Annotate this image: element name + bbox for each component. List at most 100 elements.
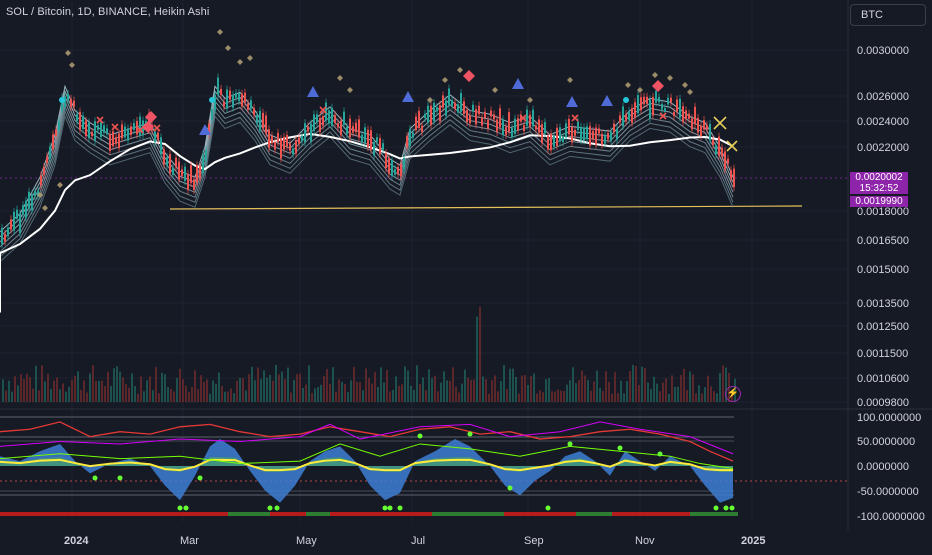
volume-bar bbox=[77, 371, 79, 402]
candle-body bbox=[262, 112, 264, 129]
volume-bar bbox=[170, 388, 172, 402]
status-strip-cell bbox=[564, 512, 570, 516]
status-strip-cell bbox=[168, 512, 174, 516]
volume-bar bbox=[542, 392, 544, 402]
candle-body bbox=[391, 160, 393, 176]
candle-body bbox=[271, 135, 273, 144]
candle-body bbox=[616, 128, 618, 140]
volume-bar bbox=[104, 386, 106, 402]
status-strip-cell bbox=[432, 512, 438, 516]
lightning-icon[interactable]: ⚡ bbox=[725, 386, 741, 402]
pattern-diamond bbox=[347, 87, 353, 93]
candle-body bbox=[496, 119, 498, 132]
volume-bar bbox=[134, 385, 136, 402]
candle-body bbox=[199, 165, 201, 179]
status-strip-cell bbox=[594, 512, 600, 516]
volume-bar bbox=[485, 379, 487, 402]
price-tick-label: 0.0026000 bbox=[857, 91, 909, 103]
candle-body bbox=[526, 109, 528, 126]
volume-bar bbox=[419, 383, 421, 402]
volume-bar bbox=[224, 391, 226, 402]
candle-body bbox=[127, 128, 129, 141]
candle-body bbox=[85, 120, 87, 137]
cross-marker bbox=[111, 123, 119, 131]
volume-bar bbox=[602, 390, 604, 402]
volume-bar bbox=[563, 390, 565, 402]
osc-tick-label: -100.0000000 bbox=[857, 511, 925, 523]
candle-body bbox=[316, 114, 318, 122]
candle-body bbox=[538, 119, 540, 133]
volume-bar bbox=[713, 391, 715, 402]
status-strip-cell bbox=[276, 512, 282, 516]
volume-bar bbox=[185, 385, 187, 402]
volume-bar bbox=[149, 376, 151, 402]
cross-marker bbox=[319, 106, 327, 114]
volume-bar bbox=[113, 368, 115, 402]
pattern-diamond bbox=[237, 59, 243, 65]
candle-body bbox=[403, 157, 405, 170]
candle-body bbox=[478, 105, 480, 115]
pattern-diamond bbox=[57, 182, 63, 188]
volume-bar bbox=[287, 367, 289, 402]
candle-body bbox=[232, 94, 234, 108]
candle-body bbox=[229, 90, 231, 100]
volume-bar bbox=[182, 379, 184, 402]
volume-bar bbox=[254, 380, 256, 402]
candle-body bbox=[124, 126, 126, 138]
candle-body bbox=[37, 190, 39, 197]
status-strip-cell bbox=[222, 512, 228, 516]
volume-bar bbox=[329, 383, 331, 402]
volume-bar bbox=[410, 385, 412, 402]
volume-bar bbox=[725, 367, 727, 402]
volume-bar bbox=[128, 387, 130, 402]
volume-bar bbox=[290, 392, 292, 402]
candle-body bbox=[121, 124, 123, 139]
volume-bar bbox=[167, 387, 169, 402]
volume-bar bbox=[62, 383, 64, 402]
status-strip-cell bbox=[624, 512, 630, 516]
candle-body bbox=[436, 107, 438, 112]
pattern-diamond bbox=[442, 77, 448, 83]
status-strip-cell bbox=[78, 512, 84, 516]
volume-bar bbox=[338, 379, 340, 402]
candle-body bbox=[520, 114, 522, 122]
volume-bar bbox=[653, 376, 655, 402]
signal-dot bbox=[59, 97, 65, 103]
time-tick-label: Nov bbox=[635, 535, 655, 547]
ma-ribbon-line bbox=[0, 114, 734, 263]
volume-bar bbox=[83, 380, 85, 402]
candle-body bbox=[76, 113, 78, 122]
volume-bar bbox=[227, 391, 229, 402]
candle-body bbox=[373, 142, 375, 156]
volume-bar bbox=[536, 393, 538, 402]
cross-marker bbox=[96, 116, 104, 124]
status-strip-cell bbox=[450, 512, 456, 516]
volume-bar bbox=[716, 393, 718, 402]
status-strip-cell bbox=[216, 512, 222, 516]
candle-body bbox=[565, 123, 567, 138]
volume-bar bbox=[233, 393, 235, 402]
status-strip-cell bbox=[660, 512, 666, 516]
currency-button[interactable]: BTC bbox=[850, 4, 926, 26]
candle-body bbox=[139, 116, 141, 136]
candle-body bbox=[82, 115, 84, 130]
ma-ribbon-line bbox=[0, 104, 734, 253]
volume-bar bbox=[2, 379, 4, 402]
candle-body bbox=[19, 213, 21, 234]
status-strip-cell bbox=[258, 512, 264, 516]
status-strip-cell bbox=[300, 512, 306, 516]
candle-body bbox=[133, 123, 135, 130]
price-tick-label: 0.0011500 bbox=[857, 348, 908, 360]
candle-body bbox=[223, 101, 225, 107]
oscillator-signal-dot bbox=[397, 505, 403, 511]
volume-bar bbox=[263, 370, 265, 402]
candle-body bbox=[445, 100, 447, 116]
candle-body bbox=[310, 123, 312, 142]
status-strip-cell bbox=[666, 512, 672, 516]
candle-body bbox=[475, 109, 477, 125]
volume-bar bbox=[437, 391, 439, 402]
volume-bar bbox=[632, 365, 634, 402]
volume-bar bbox=[377, 387, 379, 402]
